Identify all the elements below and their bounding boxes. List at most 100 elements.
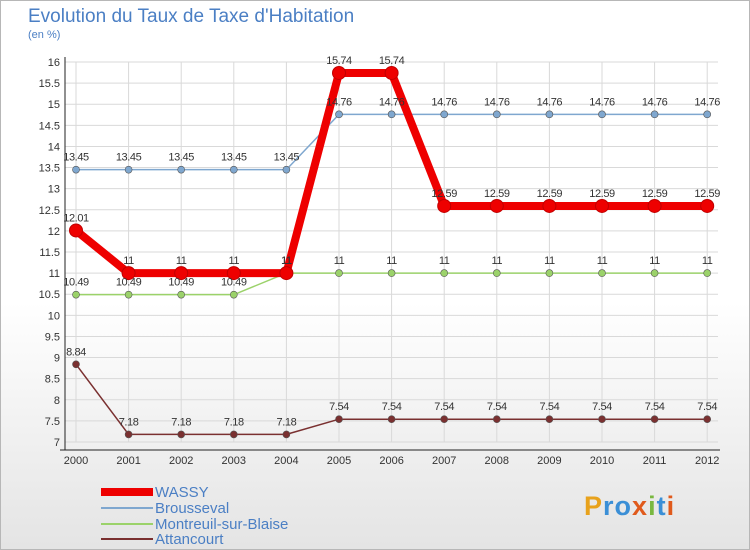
y-tick-label: 10: [48, 310, 60, 322]
data-label-wassy: 12.59: [589, 188, 615, 200]
data-point-attancourt: [703, 415, 712, 424]
data-label-brousseval: 14.76: [326, 96, 352, 108]
data-point-wassy: [279, 266, 294, 281]
legend-item-wassy: WASSY: [101, 483, 209, 501]
y-tick-label: 12.5: [39, 205, 60, 217]
y-tick-label: 16: [48, 57, 60, 69]
grid: [65, 61, 718, 443]
data-label-brousseval: 13.45: [274, 152, 300, 164]
data-point-brousseval: [335, 110, 343, 119]
x-tick-label: 2010: [590, 455, 614, 467]
x-tick-label: 2012: [695, 455, 719, 467]
data-point-brousseval: [598, 110, 606, 119]
data-label-attancourt: 7.54: [382, 401, 402, 413]
data-point-brousseval: [177, 165, 185, 174]
y-tick-label: 8: [54, 395, 60, 407]
y-tick-label: 8.5: [45, 374, 60, 386]
data-label-brousseval: 14.76: [484, 96, 510, 108]
data-point-attancourt: [387, 415, 396, 424]
data-point-attancourt: [598, 415, 606, 424]
data-label-brousseval: 14.76: [537, 96, 563, 108]
data-label-wassy: 11: [281, 255, 292, 267]
data-label-montreuil-sur-blaise: 11: [491, 255, 502, 267]
data-label-brousseval: 14.76: [379, 96, 405, 108]
x-tick-label: 2001: [116, 455, 140, 467]
data-point-brousseval: [282, 165, 291, 174]
chart-subtitle: (en %): [28, 29, 61, 41]
data-point-wassy: [332, 65, 346, 80]
x-tick-labels: 2000 2001 2002 2003 2004 2005 2006 2007 2008 2009…: [64, 455, 720, 467]
y-tick-labels: 7 7.5 8 8.5 9 9.5 10 10.5 11 11.5 12 12.5 13 13.5 14 14…: [39, 57, 60, 449]
data-label-attancourt: 7.54: [434, 401, 454, 413]
logo-letter: t: [656, 491, 667, 521]
data-point-brousseval: [387, 110, 396, 119]
data-point-montreuil-sur-blaise: [492, 269, 501, 277]
logo-letter: P: [584, 491, 604, 521]
y-tick-label: 9: [54, 353, 60, 365]
data-label-attancourt: 7.54: [539, 401, 559, 413]
data-label-montreuil-sur-blaise: 10.49: [63, 277, 89, 289]
legend-item-montreuil-sur-blaise: Montreuil-sur-Blaise: [101, 515, 289, 533]
data-label-wassy: 12.01: [63, 212, 89, 224]
data-label-attancourt: 7.54: [697, 401, 717, 413]
data-label-attancourt: 7.18: [119, 416, 139, 428]
x-tick-label: 2003: [222, 455, 246, 467]
data-point-attancourt: [124, 430, 133, 439]
data-point-montreuil-sur-blaise: [440, 269, 449, 277]
y-tick-label: 14: [48, 141, 60, 153]
data-point-montreuil-sur-blaise: [335, 269, 343, 277]
legend-label-brousseval: Brousseval: [155, 499, 230, 517]
data-point-montreuil-sur-blaise: [230, 290, 238, 299]
data-point-brousseval: [72, 165, 80, 174]
data-label-brousseval: 14.76: [694, 96, 720, 108]
data-label-wassy: 15.74: [326, 55, 352, 67]
data-label-attancourt: 7.18: [171, 416, 191, 428]
data-label-attancourt: 7.18: [276, 416, 296, 428]
data-label-montreuil-sur-blaise: 11: [334, 255, 345, 267]
data-label-attancourt: 7.54: [592, 401, 612, 413]
legend-label-montreuil-sur-blaise: Montreuil-sur-Blaise: [155, 515, 289, 533]
data-point-attancourt: [335, 415, 343, 424]
data-label-wassy: 12.59: [431, 188, 457, 200]
data-point-brousseval: [545, 110, 554, 119]
data-point-wassy: [121, 266, 136, 281]
data-point-attancourt: [650, 415, 659, 424]
data-point-montreuil-sur-blaise: [650, 269, 659, 277]
x-tick-label: 2006: [379, 455, 403, 467]
data-point-wassy: [700, 198, 715, 213]
logo-letter: i: [666, 491, 676, 521]
y-tick-label: 15: [48, 99, 60, 111]
data-point-attancourt: [177, 430, 185, 439]
data-label-brousseval: 14.76: [431, 96, 457, 108]
data-label-montreuil-sur-blaise: 11: [649, 255, 660, 267]
data-label-wassy: 11: [228, 255, 239, 267]
data-point-wassy: [226, 266, 241, 281]
data-label-montreuil-sur-blaise: 10.49: [221, 277, 247, 289]
data-label-attancourt: 7.54: [645, 401, 665, 413]
data-point-montreuil-sur-blaise: [598, 269, 606, 277]
data-label-attancourt: 8.84: [66, 346, 86, 358]
data-point-montreuil-sur-blaise: [124, 290, 133, 299]
data-point-brousseval: [124, 165, 133, 174]
x-tick-label: 2011: [643, 455, 667, 467]
data-label-wassy: 15.74: [379, 55, 405, 67]
legend-label-attancourt: Attancourt: [155, 530, 224, 548]
data-label-brousseval: 13.45: [63, 152, 89, 164]
data-point-montreuil-sur-blaise: [545, 269, 554, 277]
axes: [60, 57, 720, 451]
x-tick-label: 2007: [432, 455, 456, 467]
data-label-brousseval: 13.45: [168, 152, 194, 164]
data-point-wassy: [174, 266, 189, 281]
y-tick-label: 9.5: [45, 331, 60, 343]
x-tick-label: 2002: [169, 455, 193, 467]
legend-label-wassy: WASSY: [155, 483, 209, 501]
data-label-brousseval: 13.45: [116, 152, 142, 164]
y-tick-label: 11: [49, 268, 60, 280]
legend-swatch-montreuil-sur-blaise: [101, 523, 153, 525]
logo-letter: i: [648, 491, 657, 521]
data-point-wassy: [542, 198, 557, 213]
data-point-wassy: [69, 223, 83, 238]
logo-letter: r: [603, 491, 615, 521]
